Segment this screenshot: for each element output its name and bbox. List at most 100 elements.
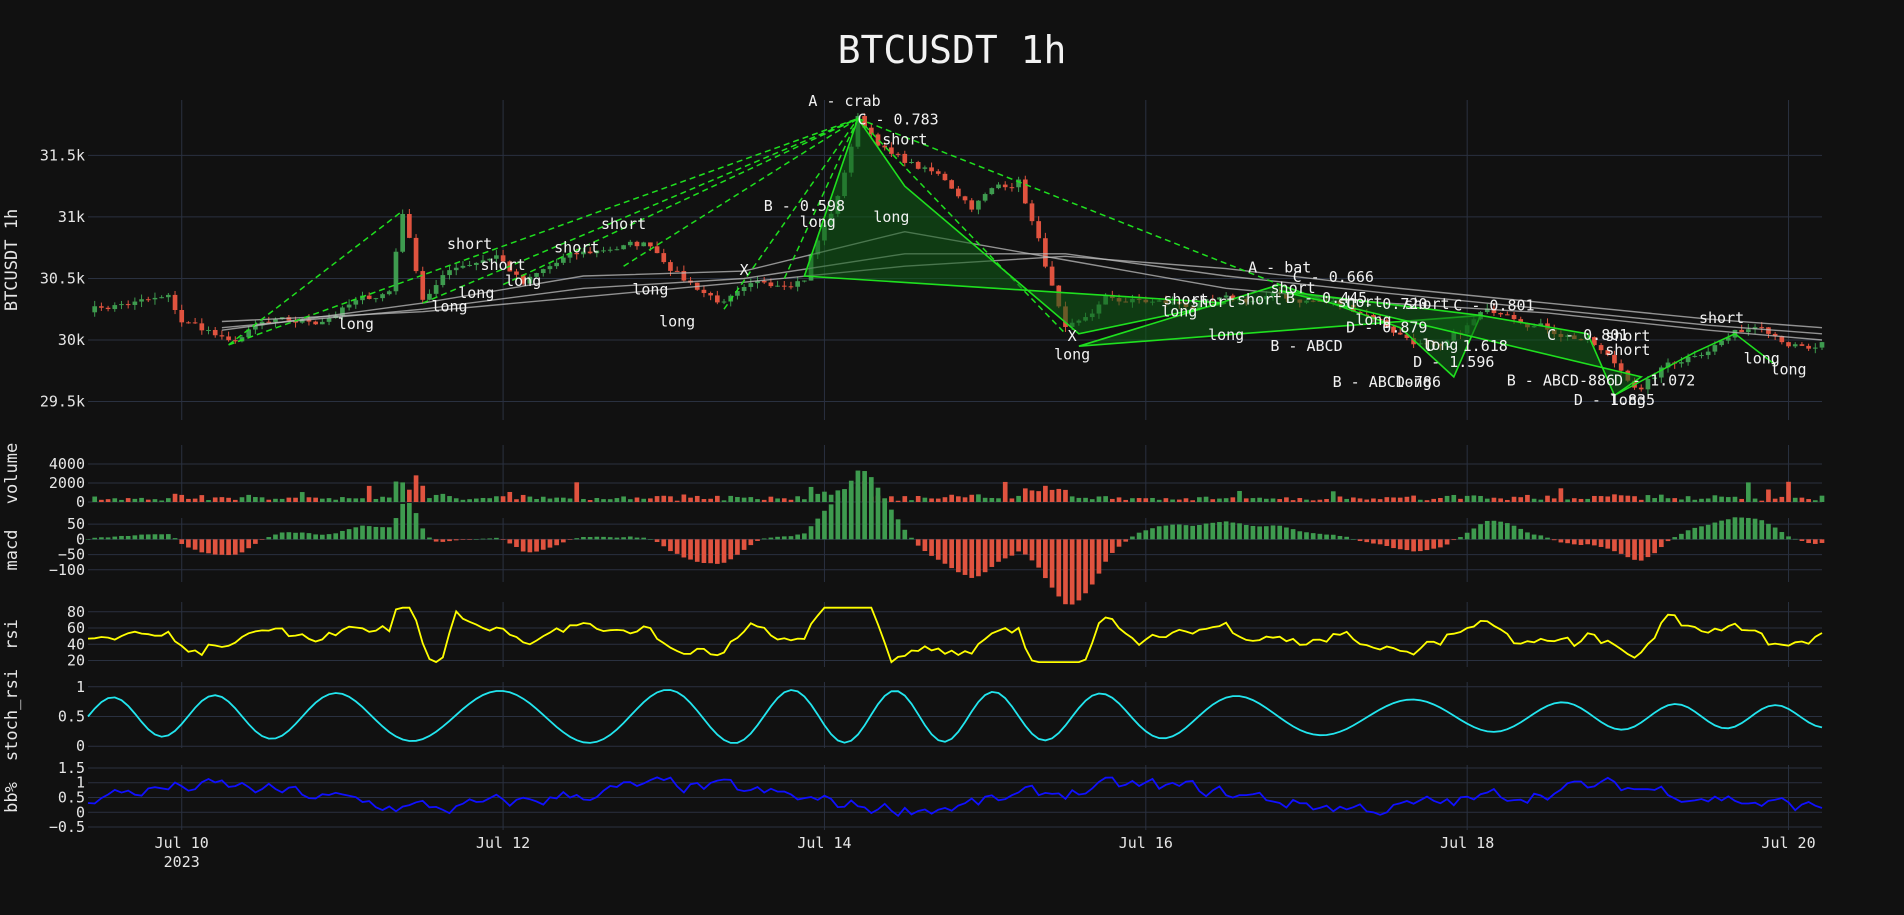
volume-bar: [540, 496, 546, 502]
candle-body: [1712, 345, 1718, 352]
candle-body: [775, 285, 780, 287]
macd-bar: [1766, 523, 1771, 540]
volume-bar: [1545, 495, 1550, 502]
candle-body: [627, 241, 633, 246]
volume-bar: [386, 497, 392, 502]
macd-bar: [313, 534, 318, 540]
macd-bar: [1190, 525, 1196, 540]
macd-bar: [761, 538, 767, 540]
macd-bar: [1518, 528, 1524, 540]
volume-bar: [219, 497, 225, 502]
macd-bar: [735, 539, 740, 555]
volume-bar: [346, 498, 352, 502]
volume-bar: [1143, 498, 1149, 502]
candle-body: [534, 273, 539, 277]
macd-bar: [574, 538, 580, 540]
volume-bar: [279, 498, 285, 502]
macd-bar: [1719, 520, 1724, 540]
y-tick-label-rsi: 40: [67, 635, 85, 653]
macd-bar: [668, 539, 673, 552]
volume-bar: [159, 500, 164, 502]
volume-bar: [1779, 496, 1785, 502]
volume-bar: [453, 498, 459, 502]
pattern-annotation: D - 1.618: [1427, 337, 1508, 355]
macd-bar: [500, 539, 506, 540]
y-tick-label-price: 31.5k: [40, 146, 85, 164]
macd-bar: [1170, 524, 1175, 540]
pattern-annotation: short: [1605, 327, 1650, 345]
volume-bar: [976, 494, 981, 502]
macd-bar: [1337, 536, 1343, 540]
candle-body: [313, 321, 318, 325]
candle-body: [942, 173, 948, 181]
macd-bar: [293, 532, 298, 540]
volume-bar: [1739, 498, 1744, 502]
macd-bar: [1786, 536, 1791, 540]
macd-bar: [319, 534, 325, 540]
volume-bar: [226, 497, 231, 502]
pattern-annotation: long: [800, 213, 836, 231]
volume-bar: [996, 498, 1001, 502]
candle-body: [1397, 332, 1403, 335]
candle-body: [1705, 351, 1711, 356]
pattern-annotation: long: [1208, 326, 1244, 344]
pattern-annotation: short: [481, 256, 526, 274]
volume-bar: [239, 497, 245, 502]
macd-bar: [299, 532, 305, 540]
pattern-annotation: C - 0.801: [1547, 326, 1628, 344]
volume-bar: [1150, 497, 1155, 502]
volume-bar: [1558, 488, 1564, 502]
candle-body: [440, 275, 446, 286]
pattern-annotation: C - 0.783: [857, 111, 938, 129]
candle-body: [547, 266, 553, 270]
macd-bar: [1625, 539, 1631, 558]
volume-bar: [1203, 496, 1209, 502]
y-tick-label-macd: −100: [49, 561, 85, 579]
macd-bar: [561, 539, 566, 543]
volume-bar: [1645, 495, 1651, 502]
candle-body: [614, 249, 620, 251]
volume-bar: [420, 485, 426, 502]
volume-bar: [554, 497, 559, 502]
pattern-line: [228, 210, 404, 346]
volume-bar: [1183, 498, 1189, 502]
volume-bar: [835, 490, 841, 502]
volume-bar: [1786, 481, 1791, 502]
macd-bar: [1304, 532, 1309, 540]
macd-bar: [1505, 523, 1510, 540]
volume-bar: [246, 494, 252, 502]
candle-body: [1799, 344, 1805, 346]
macd-bar: [192, 539, 198, 550]
volume-bar: [507, 491, 513, 502]
macd-bar: [1819, 539, 1825, 543]
volume-bar: [607, 499, 613, 502]
macd-bar: [962, 539, 968, 575]
candle-body: [868, 127, 874, 135]
macd-bar: [1310, 533, 1316, 540]
y-tick-label-macd: 0: [76, 530, 85, 548]
volume-bar: [755, 499, 760, 502]
volume-bar: [1725, 497, 1731, 502]
candle-body: [956, 188, 961, 197]
bb-line: [87, 776, 1823, 818]
volume-bar: [520, 494, 526, 502]
macd-bar: [1792, 538, 1798, 540]
volume-bar: [601, 499, 606, 502]
candle-body: [862, 116, 867, 128]
macd-bar: [802, 533, 807, 540]
volume-bar: [634, 497, 640, 502]
macd-bar: [326, 534, 332, 540]
candle-body: [520, 274, 526, 284]
macd-bar: [1016, 539, 1021, 552]
volume-bar: [326, 498, 332, 502]
volume-bar: [1732, 496, 1738, 502]
candle-body: [1022, 179, 1028, 204]
macd-bar: [1183, 525, 1189, 540]
volume-bar: [1163, 498, 1169, 502]
volume-bar: [1337, 496, 1343, 502]
macd-bar: [822, 510, 827, 540]
volume-bar: [1130, 498, 1135, 502]
macd-bar: [427, 537, 432, 540]
macd-bar: [855, 470, 861, 540]
macd-bar: [701, 539, 707, 563]
